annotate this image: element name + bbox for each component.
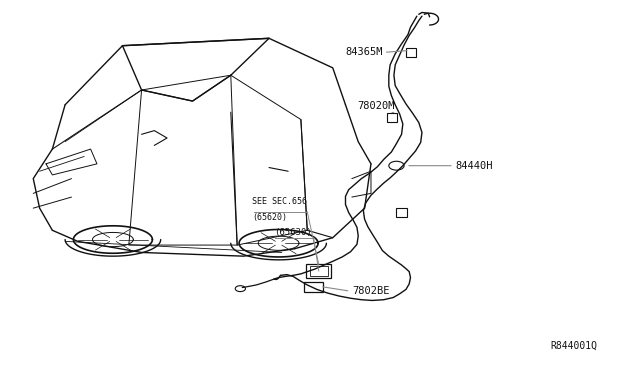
Circle shape bbox=[236, 286, 246, 292]
Text: (65630): (65630) bbox=[274, 228, 312, 237]
Text: 84440H: 84440H bbox=[455, 161, 493, 171]
Text: R844001Q: R844001Q bbox=[550, 340, 597, 350]
Bar bbox=[304, 282, 323, 292]
Bar bbox=[387, 113, 397, 122]
Text: 84365M: 84365M bbox=[345, 47, 383, 57]
Circle shape bbox=[389, 161, 404, 170]
Bar bbox=[396, 208, 406, 217]
Text: 78020M: 78020M bbox=[358, 102, 395, 112]
Bar bbox=[406, 48, 416, 57]
Bar bbox=[306, 264, 332, 278]
Text: (65620): (65620) bbox=[252, 212, 287, 222]
Bar bbox=[310, 266, 328, 276]
Text: SEE SEC.656: SEE SEC.656 bbox=[252, 197, 307, 206]
Text: 7802BE: 7802BE bbox=[352, 286, 389, 296]
